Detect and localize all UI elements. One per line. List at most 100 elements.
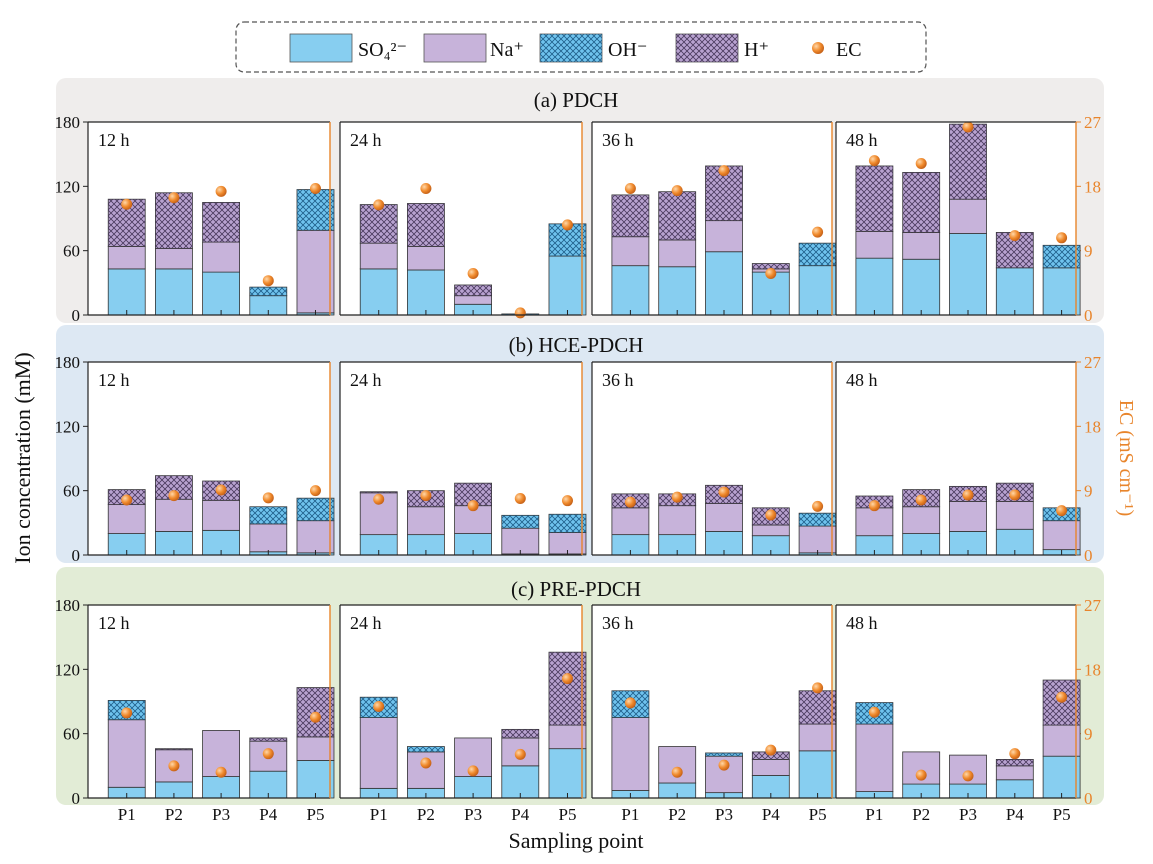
y-right-tick-label: 9 xyxy=(1084,482,1093,501)
bar-na xyxy=(705,503,743,532)
bar-na xyxy=(359,242,398,270)
ec-point xyxy=(168,490,180,502)
bar-h-hatch xyxy=(752,751,790,760)
ec-point xyxy=(962,489,974,501)
bar-so4 xyxy=(548,255,587,316)
bar-na xyxy=(202,241,241,273)
x-tick-label: P4 xyxy=(511,805,529,824)
ec-point xyxy=(215,185,227,197)
bar-na xyxy=(798,723,837,752)
panel-time-label: 36 h xyxy=(602,370,634,390)
bar-oh-hatch xyxy=(548,514,586,533)
y-left-tick-label: 0 xyxy=(72,546,81,565)
panel-1-4: 48 h xyxy=(835,121,1081,316)
bar-na xyxy=(407,751,445,789)
bar-so4 xyxy=(949,233,987,316)
ec-point xyxy=(765,268,777,280)
ec-point xyxy=(624,496,636,508)
bar-na xyxy=(751,524,790,537)
bar-so4 xyxy=(902,258,941,316)
bar-h-hatch xyxy=(454,284,492,296)
panel-2-2: 24 h xyxy=(339,361,587,556)
x-tick-label: P3 xyxy=(212,805,230,824)
ec-point xyxy=(718,486,730,498)
y-right-tick-label: 18 xyxy=(1084,417,1101,436)
bar-na xyxy=(359,717,398,789)
panel-time-label: 48 h xyxy=(846,130,878,150)
ec-point xyxy=(514,493,526,505)
ec-point xyxy=(561,673,573,685)
bar-oh-hatch xyxy=(296,189,334,231)
bar-so4 xyxy=(1042,755,1081,799)
ec-point xyxy=(262,492,274,504)
panel-time-label: 12 h xyxy=(98,613,130,633)
y-left-tick-label: 0 xyxy=(72,306,81,325)
bar-na xyxy=(155,248,193,270)
x-tick-label: P4 xyxy=(259,805,277,824)
x-axis-title: Sampling point xyxy=(508,828,643,853)
bar-h-hatch xyxy=(155,748,193,750)
panel-time-label: 24 h xyxy=(350,370,382,390)
bar-so4 xyxy=(359,268,398,316)
legend-swatch-so4 xyxy=(289,33,353,63)
x-tick-label: P3 xyxy=(715,805,733,824)
y-right-tick-label: 9 xyxy=(1084,725,1093,744)
x-tick-label: P1 xyxy=(865,805,883,824)
ec-point xyxy=(624,697,636,709)
ec-point xyxy=(671,766,683,778)
panel-time-label: 48 h xyxy=(846,370,878,390)
bar-h-hatch xyxy=(611,194,649,237)
bar-na xyxy=(611,507,650,536)
row-title: (a) PDCH xyxy=(534,88,619,112)
legend-swatch-h-hatch xyxy=(676,34,738,62)
bar-oh-hatch xyxy=(249,287,287,296)
legend-swatch-oh-hatch xyxy=(540,34,602,62)
bar-na xyxy=(1042,724,1081,757)
panel-1-2: 24 h xyxy=(339,121,587,319)
bar-na xyxy=(407,245,445,271)
bar-h-hatch xyxy=(658,191,696,240)
bar-na xyxy=(902,506,941,534)
ec-point xyxy=(262,275,274,287)
bar-na xyxy=(705,220,743,253)
panel-time-label: 36 h xyxy=(602,130,634,150)
ec-point xyxy=(671,185,683,197)
bar-na xyxy=(454,295,493,305)
legend-label-h: H⁺ xyxy=(744,39,769,61)
bar-h-hatch xyxy=(155,475,193,500)
y-right-axis-title: EC (mS cm⁻¹) xyxy=(1115,400,1137,517)
bar-oh-hatch xyxy=(799,513,837,527)
panel-time-label: 24 h xyxy=(350,130,382,150)
bar-na xyxy=(107,504,146,534)
bar-na xyxy=(1042,520,1081,551)
ec-point xyxy=(962,770,974,782)
ec-point xyxy=(765,744,777,756)
y-right-tick-label: 27 xyxy=(1084,113,1102,132)
bar-na xyxy=(949,198,987,234)
y-left-tick-label: 180 xyxy=(55,113,81,132)
ec-point xyxy=(373,493,385,505)
bar-h-hatch xyxy=(249,737,287,742)
bar-na xyxy=(249,523,288,553)
ec-point xyxy=(1056,505,1068,517)
bar-so4 xyxy=(798,265,837,316)
bar-na xyxy=(107,719,146,788)
y-right-tick-label: 18 xyxy=(1084,177,1101,196)
bar-h-hatch xyxy=(799,690,837,725)
x-tick-label: P1 xyxy=(118,805,136,824)
y-left-tick-label: 60 xyxy=(63,242,80,261)
bar-na xyxy=(658,239,697,268)
ec-point xyxy=(309,711,321,723)
y-right-tick-label: 9 xyxy=(1084,242,1093,261)
legend-label-so4: SO₄²⁻ xyxy=(358,39,407,61)
ec-point xyxy=(420,490,432,502)
ec-point xyxy=(718,759,730,771)
bar-h-hatch xyxy=(996,759,1034,766)
x-tick-label: P2 xyxy=(165,805,183,824)
ec-point xyxy=(215,484,227,496)
ec-point xyxy=(915,157,927,169)
bar-na xyxy=(611,236,650,267)
ec-point xyxy=(262,748,274,760)
